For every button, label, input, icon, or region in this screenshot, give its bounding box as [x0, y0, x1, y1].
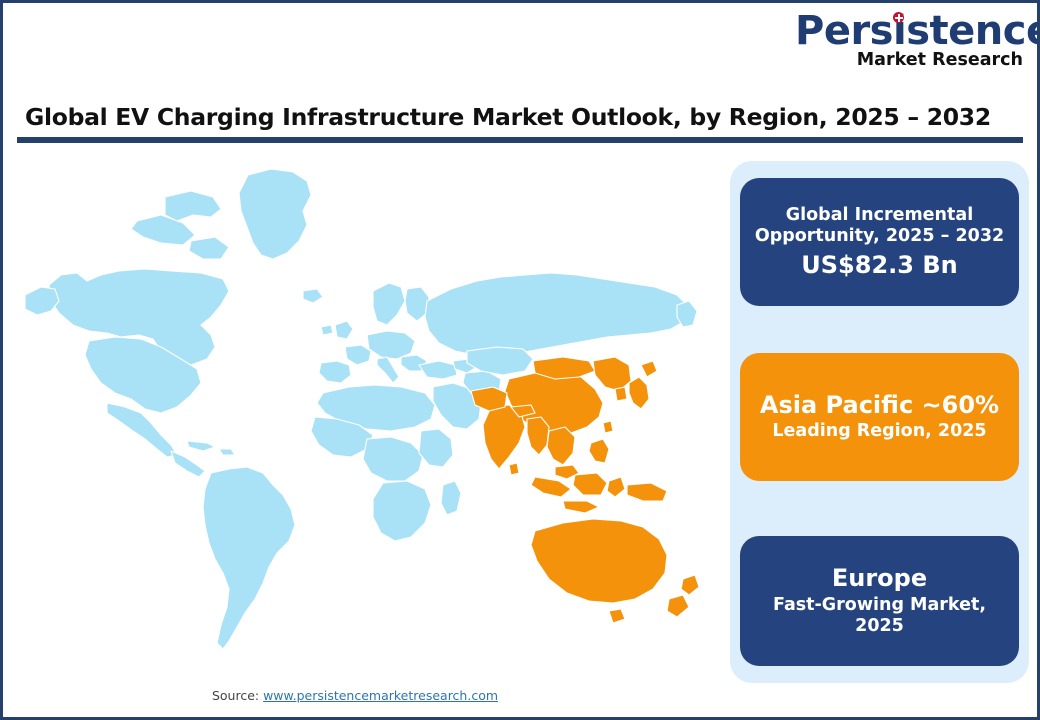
country-cuba — [186, 440, 216, 452]
card-3-label: Fast-Growing Market, 2025 — [773, 594, 986, 637]
country-bangladesh-myanmar — [526, 416, 550, 456]
country-canada-arctic — [164, 190, 222, 222]
country-nepal-bhutan — [510, 404, 536, 418]
source-line: Source: www.persistencemarketresearch.co… — [3, 688, 1037, 703]
country-finland-baltics — [404, 286, 430, 322]
country-mongolia — [532, 356, 596, 380]
source-link[interactable]: www.persistencemarketresearch.com — [263, 688, 499, 703]
country-uk — [334, 320, 354, 340]
logo-subtitle: Market Research — [856, 50, 1023, 70]
country-pakistan-afghanistan — [470, 386, 508, 412]
country-scandinavia — [372, 282, 406, 326]
country-japan — [628, 376, 650, 410]
country-south-america — [202, 466, 296, 650]
country-france — [344, 344, 372, 366]
country-turkey — [418, 360, 458, 380]
country-indochina — [546, 426, 576, 466]
country-philippines — [588, 438, 610, 464]
country-kazakhstan — [466, 346, 534, 376]
country-canada — [48, 268, 230, 366]
country-borneo — [572, 472, 608, 496]
country-hispaniola — [218, 448, 236, 456]
brand-logo: Persistence Market Research — [795, 11, 1037, 83]
country-mexico — [106, 402, 178, 458]
country-papua-new-guinea — [626, 482, 668, 502]
country-north-africa — [316, 384, 436, 432]
country-madagascar — [440, 480, 462, 516]
card-fast-growing-market: Europe Fast-Growing Market, 2025 — [740, 536, 1019, 666]
country-west-africa — [310, 416, 374, 458]
country-malaysia — [554, 464, 580, 480]
world-map-svg — [24, 168, 700, 650]
country-greenland — [238, 168, 312, 260]
country-indonesia-java — [562, 500, 600, 514]
country-italy — [376, 356, 400, 384]
country-sulawesi — [606, 476, 626, 498]
country-alaska — [24, 286, 60, 316]
country-iceland — [302, 288, 324, 304]
card-leading-region: Asia Pacific ~60% Leading Region, 2025 — [740, 353, 1019, 481]
card-1-label: Global Incremental Opportunity, 2025 – 2… — [754, 204, 1005, 247]
country-australia — [530, 518, 668, 604]
source-label: Source: — [211, 688, 264, 703]
country-canada-arctic-3 — [188, 236, 230, 260]
country-southern-africa — [372, 480, 432, 542]
red-dot-icon — [893, 12, 904, 23]
map-highlight-asia-pacific — [470, 356, 700, 624]
title-underline-rule — [17, 137, 1023, 143]
country-canada-arctic-2 — [130, 214, 196, 246]
country-arabia — [432, 382, 482, 430]
country-iberia — [318, 360, 352, 384]
country-korea — [614, 386, 628, 402]
country-usa — [84, 336, 202, 414]
country-russia — [424, 272, 690, 356]
page-title-block: Global EV Charging Infrastructure Market… — [17, 103, 1023, 143]
country-east-africa — [418, 428, 454, 468]
country-sri-lanka — [508, 462, 520, 476]
country-taiwan — [602, 420, 614, 434]
page-title: Global EV Charging Infrastructure Market… — [25, 103, 991, 131]
country-central-europe — [366, 330, 416, 360]
country-new-zealand-north — [680, 574, 700, 596]
country-indonesia-sumatra — [530, 476, 572, 498]
stats-panel: Global Incremental Opportunity, 2025 – 2… — [730, 161, 1029, 683]
country-ne-china — [592, 356, 632, 392]
logo-wordmark: Persistence — [795, 8, 1040, 54]
card-3-value: Europe — [831, 563, 928, 592]
card-1-value: US$82.3 Bn — [801, 250, 958, 279]
country-central-africa — [362, 436, 424, 482]
world-map — [15, 155, 727, 665]
country-tasmania — [608, 608, 626, 624]
country-kamchatka — [676, 300, 698, 328]
country-japan-north — [640, 360, 658, 378]
card-2-label: Leading Region, 2025 — [772, 421, 987, 442]
country-new-zealand-south — [666, 594, 690, 618]
card-global-incremental-opportunity: Global Incremental Opportunity, 2025 – 2… — [740, 178, 1019, 306]
logo-wordmark-text: Persistence — [795, 8, 1040, 54]
card-2-value: Asia Pacific ~60% — [759, 390, 1000, 419]
country-central-america — [170, 450, 206, 478]
map-base-landmasses — [24, 168, 698, 650]
country-ireland — [320, 324, 334, 336]
